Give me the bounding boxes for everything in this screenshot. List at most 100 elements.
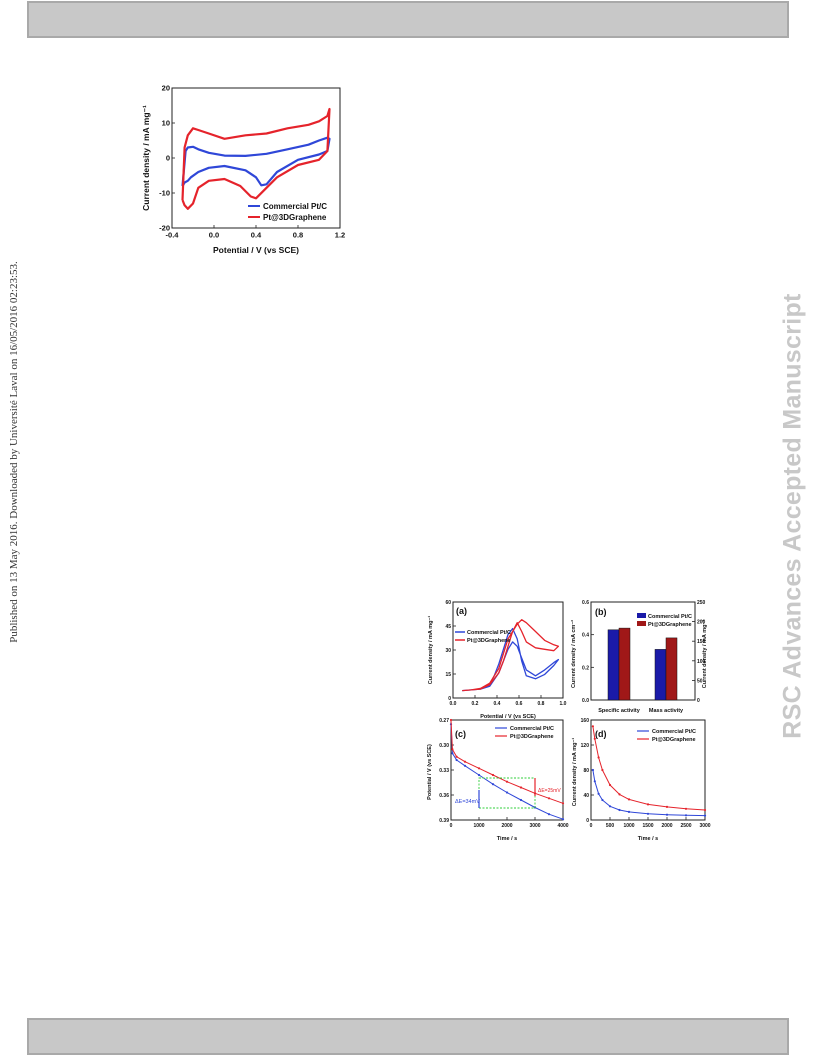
series-line-2 [181, 107, 331, 210]
data-point [618, 793, 621, 796]
x-tick-label: -0.4 [166, 231, 180, 240]
x-tick-label: 0.8 [293, 231, 303, 240]
footer-bar [27, 1018, 789, 1055]
x-tick-label: 2000 [501, 823, 512, 829]
x-ticks: 0.0 0.2 0.4 0.6 0.8 1.0 [450, 695, 567, 707]
x-ticks: 0 500 1000 1500 2000 2500 3000 [590, 817, 711, 829]
data-point [597, 792, 600, 795]
x-tick-label: 0.4 [251, 231, 262, 240]
y-ticks: 20 10 0 -10 -20 [159, 84, 175, 233]
data-point [463, 764, 467, 767]
x-ticks: 0 1000 2000 3000 4000 [450, 817, 569, 829]
panel-c-figure: 0.27 0.30 0.33 0.36 0.39 0 1000 2000 3000 4000 Δ… [427, 718, 569, 842]
x-axis-label: Potential / V (vs SCE) [480, 714, 536, 720]
x-tick-label: 1000 [473, 823, 484, 829]
y-tick-label: 30 [445, 648, 451, 654]
panel-label: (d) [595, 729, 607, 739]
plot-area: 20 10 0 -10 -20 -0.4 0.0 0.4 0.8 1.2 [159, 84, 345, 240]
y-tick-label: 160 [581, 718, 590, 724]
y-tick-label: 0.2 [582, 665, 589, 671]
legend-swatch-red [637, 621, 646, 626]
data-point [608, 805, 612, 808]
data-point [591, 768, 594, 772]
watermark-text: RSC Advances Accepted Manuscript [778, 293, 807, 739]
x-tick-label: 0 [450, 823, 453, 829]
y-axis-label: Potential / V (vs SCE) [427, 744, 433, 800]
data-point [703, 814, 707, 817]
data-point [618, 808, 621, 812]
cv-figure: 20 10 0 -10 -20 -0.4 0.0 0.4 0.8 1.2 Commercial … [141, 84, 345, 255]
legend-swatch-blue [637, 613, 646, 618]
y2-tick-label: 50 [697, 678, 703, 684]
legend-label-2: Pt@3DGraphene [652, 737, 696, 743]
x-tick-label: 4000 [557, 823, 568, 829]
legend-label-1: Commercial Pt/C [263, 202, 327, 211]
x-tick-label: 3000 [529, 823, 540, 829]
series-group [591, 725, 707, 817]
legend-label-2: Pt@3DGraphene [648, 622, 692, 628]
x-tick-label: 0.2 [472, 701, 479, 707]
x-tick-label: 1.2 [335, 231, 345, 240]
series-line-2 [462, 619, 560, 692]
data-point [547, 797, 551, 800]
y-tick-label: 0.27 [439, 718, 449, 724]
y2-tick-label: 200 [697, 620, 706, 626]
y-tick-label: 0 [166, 154, 170, 163]
data-point [463, 760, 467, 763]
series-group [449, 718, 565, 821]
panel-b-figure: 0.6 0.4 0.2 0.0 250 200 150 100 50 0 (b) Commerc… [570, 600, 708, 714]
legend: Commercial Pt/C Pt@3DGraphene [248, 202, 327, 222]
y-tick-label: 20 [162, 84, 170, 93]
y-tick-label: 15 [445, 672, 451, 678]
data-point [561, 802, 565, 805]
data-point [455, 755, 458, 758]
legend-label-2: Pt@3DGraphene [263, 213, 327, 222]
data-point [505, 791, 509, 794]
data-point [451, 748, 454, 751]
y-tick-label: 10 [162, 119, 170, 128]
y2-tick-label: 100 [697, 659, 706, 665]
x-tick-label: 1500 [642, 823, 653, 829]
data-point [477, 773, 481, 777]
x-tick-label: 500 [606, 823, 615, 829]
data-point [703, 808, 707, 812]
plot-frame [590, 601, 696, 701]
category-label-1: Specific activity [598, 708, 641, 714]
x-tick-label: 1.0 [560, 701, 567, 707]
data-point [646, 803, 650, 806]
y-ticks: 60 45 30 15 0 [445, 600, 456, 702]
x-tick-label: 2500 [680, 823, 691, 829]
y-tick-label: 0.36 [439, 793, 449, 799]
download-notice-text: Published on 13 May 2016. Downloaded by … [8, 261, 20, 643]
data-point [646, 812, 650, 815]
x-tick-label: 0.4 [494, 701, 501, 707]
data-point [591, 725, 594, 728]
y-axis-label: Current density / mA mg⁻¹ [141, 105, 151, 211]
bar-2-2 [665, 637, 678, 701]
y2-tick-label: 0 [697, 698, 700, 704]
series-group [181, 107, 331, 210]
data-point [665, 813, 669, 816]
y-axis-label: Current density / mA cm⁻² [570, 620, 577, 688]
y-tick-label: 120 [581, 743, 590, 749]
legend-label-1: Commercial Pt/C [652, 729, 696, 735]
legend-label-1: Commercial Pt/C [467, 630, 511, 636]
y-tick-label: 80 [583, 768, 589, 774]
y-tick-label: 0 [448, 696, 451, 702]
panel-label: (b) [595, 607, 607, 617]
data-point [593, 780, 596, 783]
y-tick-label: 0.4 [582, 633, 589, 639]
y-tick-label: 45 [445, 624, 451, 630]
data-point [601, 768, 604, 772]
data-point [627, 798, 631, 801]
legend: Commercial Pt/C Pt@3DGraphene [637, 729, 696, 743]
y2-axis-label: Current density / mA mg⁻¹ [701, 620, 708, 689]
y-ticks: 0.6 0.4 0.2 0.0 [582, 600, 594, 704]
bars-group [607, 627, 678, 701]
data-point [519, 786, 523, 789]
delta-annotations: ΔE=34mV ΔE=25mV [455, 777, 561, 809]
data-point [477, 767, 481, 770]
y-tick-label: 0.33 [439, 768, 449, 774]
data-point [451, 752, 454, 755]
legend-label-1: Commercial Pt/C [510, 726, 554, 732]
